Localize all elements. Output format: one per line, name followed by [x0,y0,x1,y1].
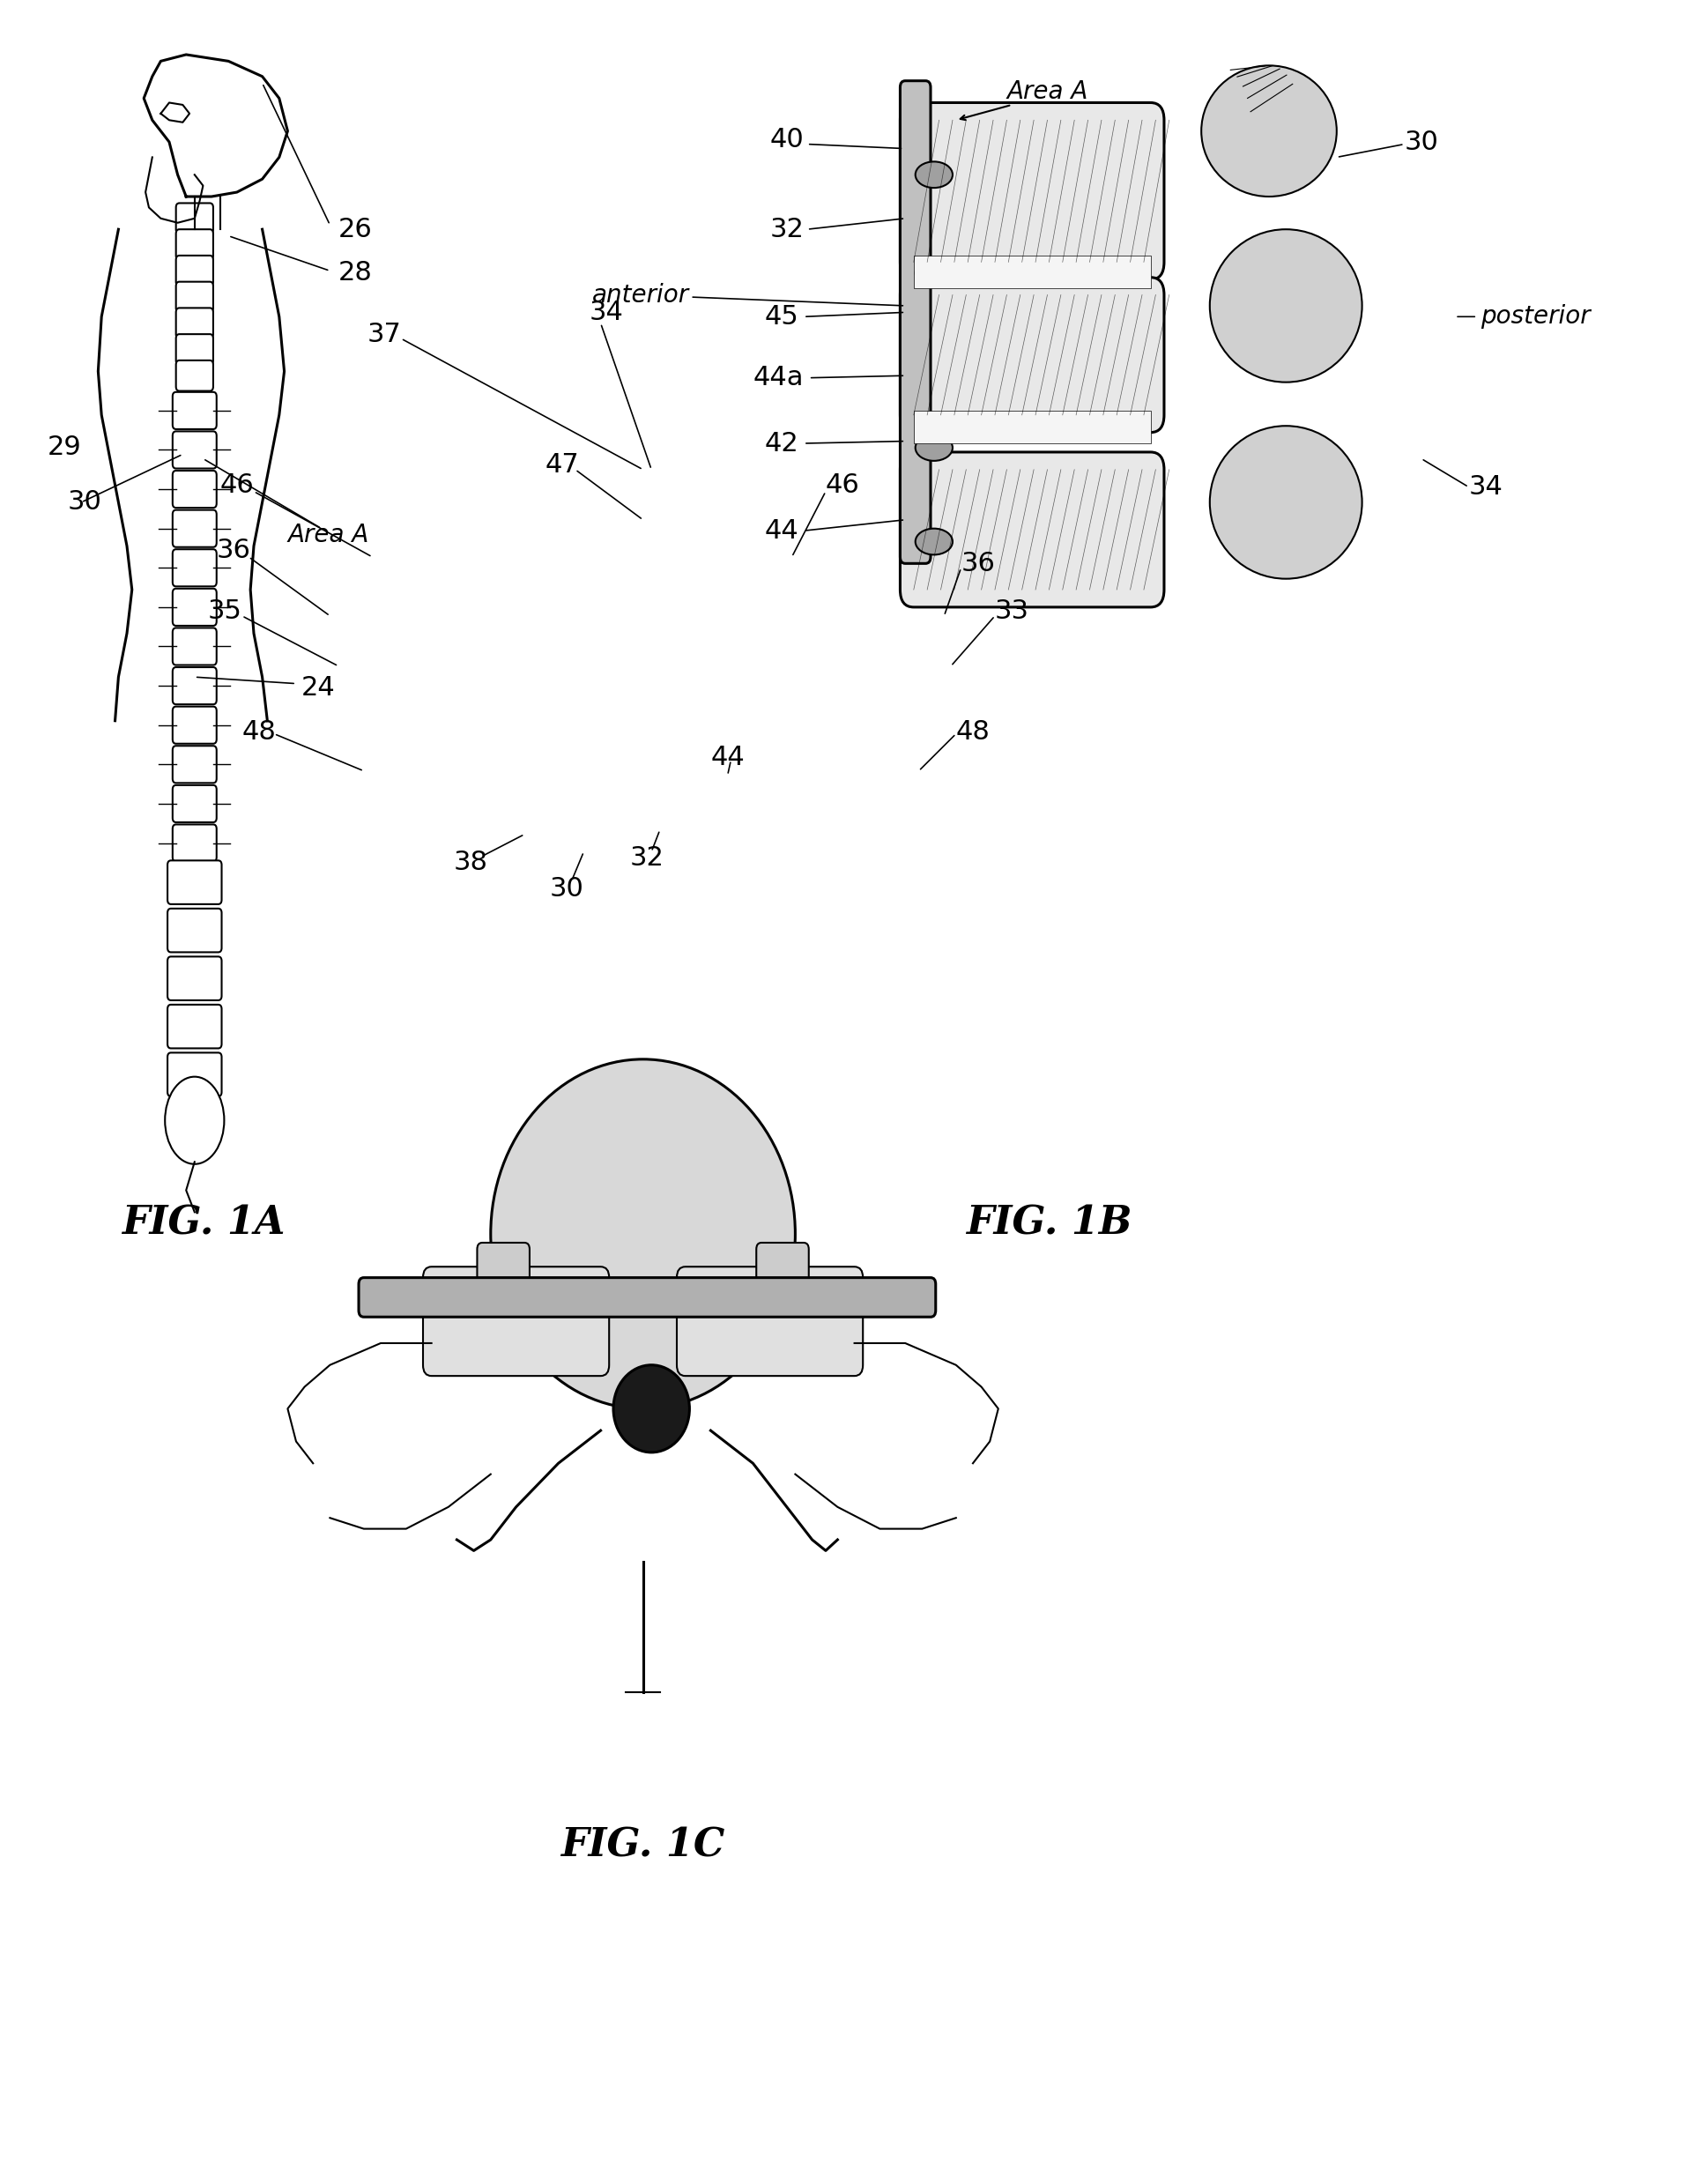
Text: 34: 34 [1469,474,1502,500]
Ellipse shape [613,1365,690,1452]
Text: 28: 28 [338,260,372,286]
Text: 24: 24 [301,675,335,701]
FancyBboxPatch shape [677,1267,863,1376]
Text: 37: 37 [367,321,401,347]
Text: 46: 46 [826,472,860,498]
Text: posterior: posterior [1480,304,1590,330]
FancyBboxPatch shape [176,203,213,234]
Ellipse shape [915,529,953,555]
FancyBboxPatch shape [176,256,213,286]
Text: 30: 30 [550,876,584,902]
Ellipse shape [491,1059,795,1409]
FancyBboxPatch shape [173,705,217,743]
Text: 36: 36 [217,537,250,563]
FancyBboxPatch shape [173,823,217,860]
FancyBboxPatch shape [176,308,213,339]
Text: 34: 34 [589,299,623,325]
FancyBboxPatch shape [359,1278,936,1317]
Text: 44: 44 [765,518,799,544]
Text: 26: 26 [338,216,372,242]
Ellipse shape [166,1077,223,1164]
Text: FIG. 1C: FIG. 1C [560,1826,726,1865]
Ellipse shape [915,162,953,188]
Text: 33: 33 [995,598,1029,625]
FancyBboxPatch shape [477,1243,530,1310]
FancyBboxPatch shape [914,411,1151,443]
FancyBboxPatch shape [173,784,217,821]
Text: 38: 38 [453,850,487,876]
Ellipse shape [915,435,953,461]
FancyBboxPatch shape [173,745,217,782]
Text: 47: 47 [545,452,579,478]
Text: 29: 29 [47,435,81,461]
Text: 35: 35 [208,598,242,625]
Ellipse shape [1201,66,1337,197]
Text: Area A: Area A [1007,79,1088,105]
FancyBboxPatch shape [168,909,222,952]
Text: 32: 32 [770,216,804,242]
FancyBboxPatch shape [900,277,1164,432]
FancyBboxPatch shape [176,334,213,365]
FancyBboxPatch shape [173,391,217,428]
Text: 48: 48 [956,719,990,745]
Text: anterior: anterior [592,282,689,308]
Text: 44: 44 [711,745,744,771]
FancyBboxPatch shape [173,666,217,703]
FancyBboxPatch shape [756,1243,809,1310]
FancyBboxPatch shape [176,282,213,312]
FancyBboxPatch shape [173,627,217,664]
FancyBboxPatch shape [168,957,222,1000]
FancyBboxPatch shape [914,256,1151,288]
FancyBboxPatch shape [168,1005,222,1048]
FancyBboxPatch shape [173,509,217,546]
Ellipse shape [915,260,953,286]
FancyBboxPatch shape [900,81,931,563]
FancyBboxPatch shape [173,430,217,467]
Ellipse shape [1210,426,1362,579]
Text: 45: 45 [765,304,799,330]
FancyBboxPatch shape [900,103,1164,280]
Text: FIG. 1B: FIG. 1B [966,1203,1132,1243]
Ellipse shape [1210,229,1362,382]
Text: 42: 42 [765,430,799,456]
Text: 30: 30 [1404,129,1438,155]
FancyBboxPatch shape [173,470,217,507]
FancyBboxPatch shape [423,1267,609,1376]
Text: 44a: 44a [753,365,804,391]
Text: FIG. 1A: FIG. 1A [122,1203,284,1243]
Text: 32: 32 [629,845,663,871]
Text: 46: 46 [220,472,254,498]
FancyBboxPatch shape [900,452,1164,607]
FancyBboxPatch shape [176,360,213,391]
Text: 40: 40 [770,127,804,153]
FancyBboxPatch shape [168,860,222,904]
FancyBboxPatch shape [176,229,213,260]
Text: 48: 48 [242,719,276,745]
Text: 36: 36 [961,550,995,577]
Text: Area A: Area A [288,522,369,548]
FancyBboxPatch shape [173,587,217,625]
FancyBboxPatch shape [173,548,217,585]
FancyBboxPatch shape [168,1053,222,1096]
Text: 30: 30 [68,489,102,515]
